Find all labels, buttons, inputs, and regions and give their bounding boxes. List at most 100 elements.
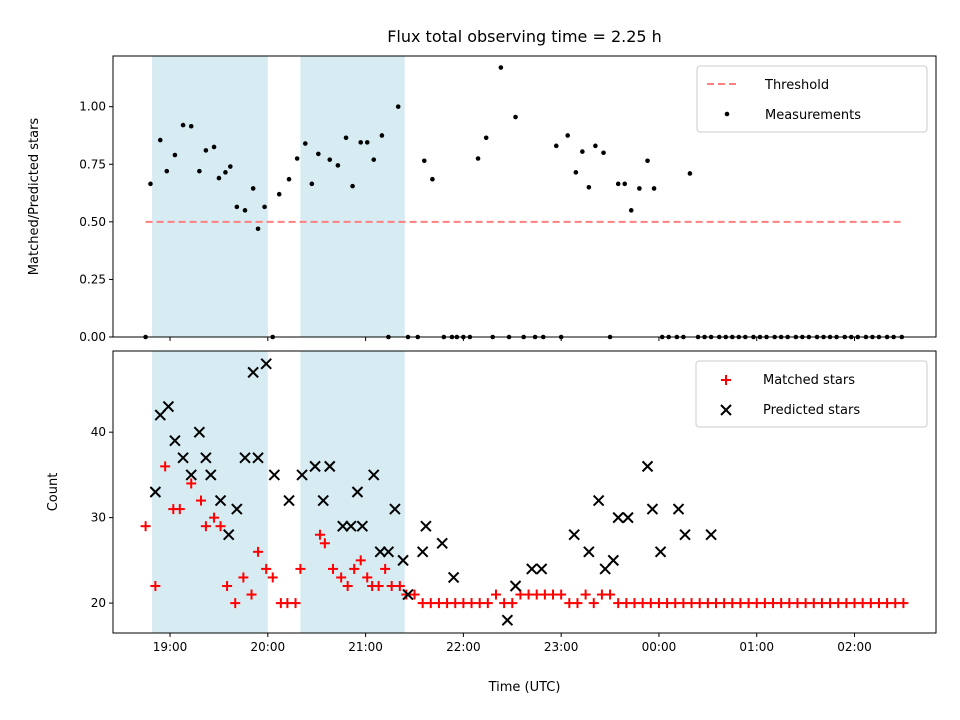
matched-star-point	[290, 598, 301, 609]
measurement-point	[350, 183, 355, 189]
measurement-point	[343, 135, 349, 141]
measurement-point	[294, 156, 300, 161]
matched-star-point	[261, 563, 272, 574]
measurement-point	[262, 204, 267, 210]
predicted-star-point	[389, 503, 401, 515]
predicted-star-point	[622, 511, 634, 524]
predicted-star-point	[205, 469, 217, 481]
measurement-point	[188, 123, 194, 129]
y-tick-label-top: 0.50	[79, 215, 106, 229]
measurement-point	[148, 181, 153, 187]
y-tick-label-top: 0.75	[79, 157, 106, 171]
predicted-star-point	[154, 409, 166, 421]
measurement-point	[687, 171, 693, 176]
y-tick-label-bottom: 20	[91, 596, 106, 610]
matched-star-point	[328, 563, 339, 574]
predicted-star-point	[177, 452, 189, 464]
matched-star-point	[295, 563, 306, 574]
measurement-point	[628, 208, 634, 213]
measurement-point	[421, 158, 427, 164]
predicted-star-point	[162, 400, 175, 413]
predicted-star-point	[397, 554, 409, 567]
measurement-point	[358, 140, 364, 145]
legend-bottom: Matched stars Predicted stars	[695, 360, 928, 428]
legend-measurements-label: Measurements	[765, 108, 861, 123]
axes-frame-bottom	[112, 350, 937, 634]
measurement-point	[593, 143, 598, 149]
predicted-star-point	[535, 563, 548, 575]
predicted-star-point	[200, 452, 212, 464]
predicted-star-point	[402, 588, 414, 601]
measurement-point	[327, 157, 333, 162]
predicted-star-point	[654, 546, 667, 558]
measurement-point	[430, 176, 435, 182]
matched-star-point	[482, 598, 493, 609]
matched-star-point	[160, 461, 171, 472]
matched-star-point	[588, 598, 599, 609]
predicted-star-point	[374, 546, 386, 558]
matched-star-point	[230, 598, 241, 609]
shaded-interval-top	[300, 56, 405, 337]
matched-star-point	[314, 529, 325, 540]
predicted-star-point	[599, 563, 611, 575]
matched-star-point	[380, 563, 391, 574]
measurement-point	[637, 186, 642, 191]
legend-matched-swatch	[721, 375, 731, 385]
y-tick-label-bottom: 40	[91, 425, 106, 439]
matched-star-point	[319, 538, 330, 549]
predicted-star-point	[351, 486, 364, 498]
matched-star-point	[140, 521, 151, 532]
predicted-star-point	[231, 503, 243, 515]
matched-star-point	[209, 512, 220, 523]
bottom-panel: 20 30 40 19:00 20:00 21:00 22:00 23:00 00:00 01:0…	[91, 350, 937, 654]
predicted-star-point	[416, 546, 429, 558]
predicted-star-point	[356, 520, 369, 532]
matched-star-point	[572, 598, 583, 609]
matched-star-point	[267, 572, 278, 583]
predicted-star-point	[447, 571, 460, 584]
measurement-point	[498, 65, 504, 70]
predicted-star-point	[337, 520, 349, 532]
measurement-point	[565, 133, 570, 138]
matched-star-point	[355, 555, 366, 566]
x-tick-label: 01:00	[739, 640, 774, 654]
measurement-point	[483, 135, 489, 141]
matched-star-point	[507, 598, 518, 609]
measurement-point	[335, 163, 341, 168]
predicted-star-point	[420, 520, 432, 532]
predicted-star-point	[705, 529, 717, 541]
matched-star-point	[556, 589, 567, 600]
predicted-star-point	[239, 452, 251, 464]
legend-threshold-label: Threshold	[764, 78, 829, 93]
measurement-point	[395, 104, 401, 109]
x-tick-label: 19:00	[153, 640, 188, 654]
matched-star-point	[490, 589, 501, 600]
legend-box	[695, 360, 928, 428]
predicted-star-point	[568, 529, 580, 541]
predicted-star-point	[612, 511, 624, 524]
predicted-star-point	[296, 469, 308, 481]
legend-predicted-label: Predicted stars	[763, 403, 860, 418]
predicted-star-point	[607, 554, 620, 567]
matched-star-point	[150, 581, 161, 591]
matched-star-point	[898, 598, 909, 609]
measurement-point	[242, 208, 248, 213]
predicted-star-point	[268, 469, 281, 481]
predicted-star-point	[214, 494, 227, 507]
matched-star-point	[342, 581, 353, 591]
x-tick-label: 02:00	[837, 640, 872, 654]
matched-star-point	[394, 581, 405, 591]
predicted-star-point	[223, 529, 235, 541]
matched-star-point	[580, 589, 591, 600]
predicted-star-point	[583, 546, 595, 558]
x-tick-label: 20:00	[251, 640, 286, 654]
y-tick-label-top: 0.25	[79, 272, 106, 286]
predicted-star-point	[382, 546, 395, 558]
x-tick-label: 22:00	[446, 640, 481, 654]
predicted-star-point	[672, 503, 685, 515]
predicted-star-point	[283, 494, 295, 507]
predicted-star-point	[247, 366, 259, 379]
predicted-star-point	[185, 469, 197, 481]
measurement-point	[250, 186, 256, 191]
